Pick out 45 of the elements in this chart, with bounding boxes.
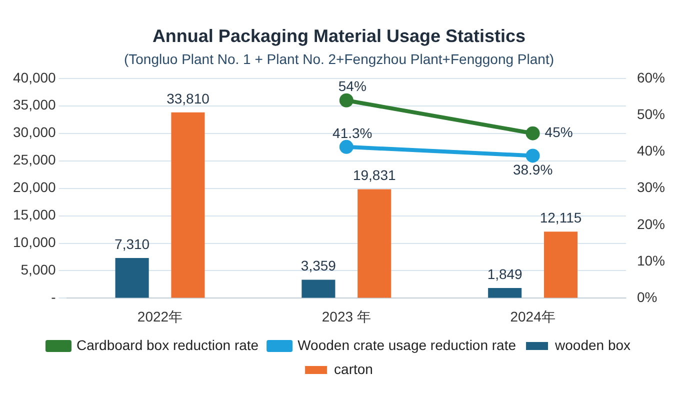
legend-label: Wooden crate usage reduction rate bbox=[298, 336, 516, 353]
data-label: 3,359 bbox=[300, 258, 336, 274]
data-label: 54% bbox=[338, 78, 366, 94]
data-label: 12,115 bbox=[540, 209, 582, 226]
y2-tick-label: 60% bbox=[636, 69, 666, 86]
data-label: 33,810 bbox=[166, 90, 210, 106]
y-tick-label: - bbox=[51, 289, 56, 306]
y2-tick-label: 10% bbox=[636, 252, 666, 268]
bar bbox=[544, 232, 578, 298]
legend-label: carton bbox=[334, 360, 373, 377]
y2-tick-label: 50% bbox=[636, 106, 666, 122]
bar bbox=[302, 280, 336, 298]
y-tick-label: 5,000 bbox=[20, 262, 56, 278]
y-tick-label: 20,000 bbox=[12, 179, 56, 196]
y-tick-label: 25,000 bbox=[12, 152, 56, 168]
legend-label: wooden box bbox=[554, 336, 631, 353]
point bbox=[339, 140, 354, 154]
chart-title: Annual Packaging Material Usage Statistics bbox=[151, 26, 527, 47]
bar bbox=[488, 288, 522, 298]
data-label: 38.9% bbox=[512, 162, 553, 178]
bar bbox=[115, 258, 149, 298]
chart-subtitle: (Tongluo Plant No. 1 + Plant No. 2+Fengzhou Plant+Fenggong Plant) bbox=[122, 51, 555, 67]
x-tick-label: 2024年 bbox=[510, 308, 556, 324]
x-tick-label: 2023 年 bbox=[322, 308, 371, 324]
y2-tick-label: 20% bbox=[636, 216, 666, 232]
y-tick-label: 35,000 bbox=[12, 96, 56, 113]
data-label: 19,831 bbox=[352, 167, 396, 184]
y2-tick-label: 0% bbox=[636, 289, 658, 306]
data-label: 45% bbox=[544, 124, 573, 140]
bar bbox=[171, 112, 205, 298]
data-label: 41.3% bbox=[332, 124, 372, 141]
y-tick-label: 10,000 bbox=[12, 234, 56, 250]
y2-tick-label: 40% bbox=[636, 142, 666, 159]
data-label: 7,310 bbox=[114, 236, 150, 252]
y-tick-label: 15,000 bbox=[12, 206, 56, 223]
y-tick-label: 40,000 bbox=[12, 69, 56, 86]
bar bbox=[358, 189, 392, 298]
point bbox=[526, 148, 540, 163]
y2-tick-label: 30% bbox=[636, 179, 666, 196]
data-label: 1,849 bbox=[487, 266, 523, 282]
x-tick-label: 2022年 bbox=[137, 308, 183, 324]
point bbox=[526, 126, 540, 140]
y-tick-label: 30,000 bbox=[12, 124, 56, 140]
point bbox=[339, 93, 354, 108]
legend-label: Cardboard box reduction rate bbox=[76, 336, 259, 353]
